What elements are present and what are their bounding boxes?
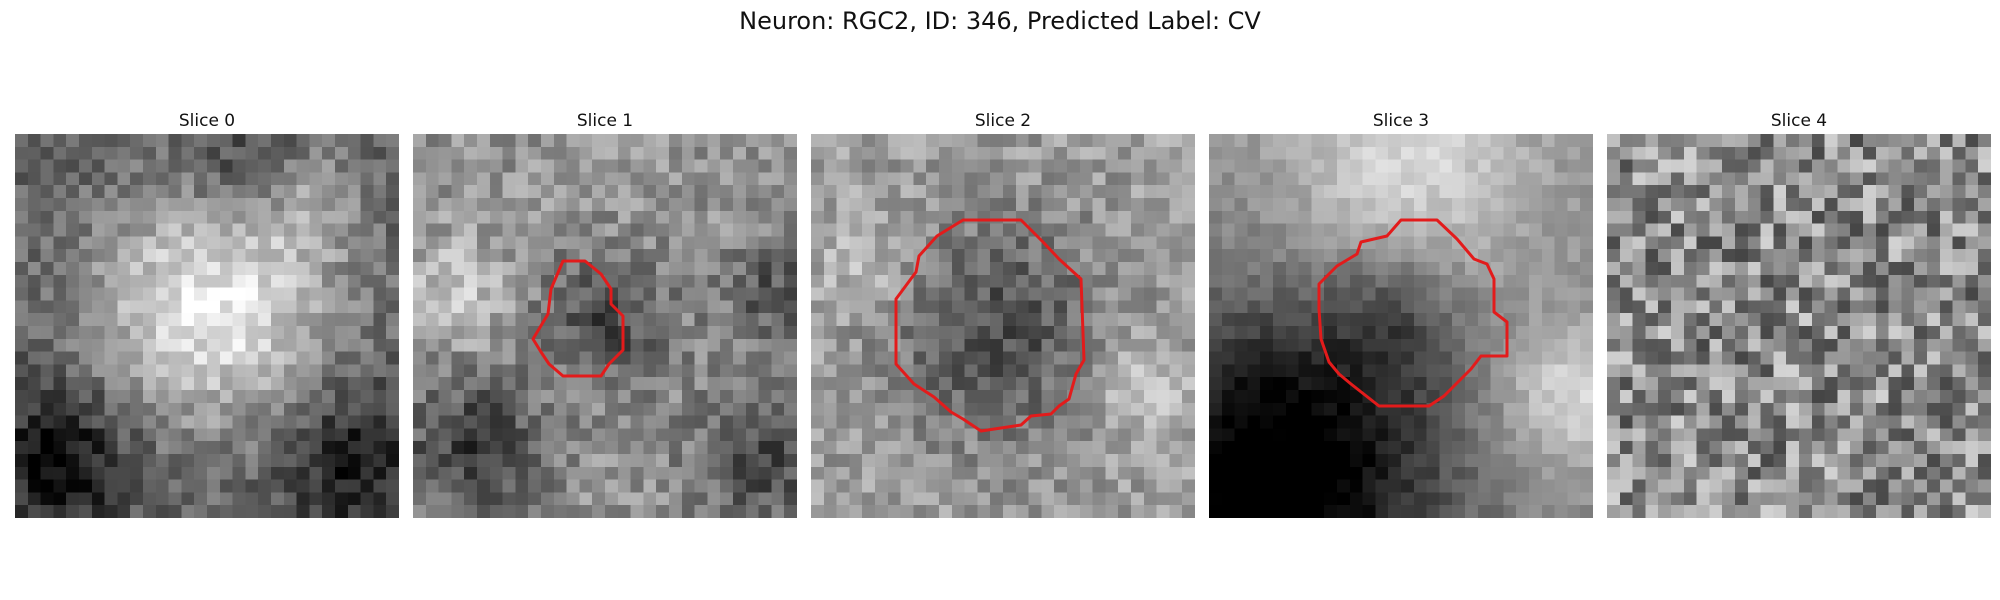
slice-title: Slice 0 (15, 108, 399, 134)
slice-overlay (1209, 134, 1593, 518)
slice-panel-2: Slice 2 (811, 108, 1195, 134)
slice-overlay (15, 134, 399, 518)
slice-panel-3: Slice 3 (1209, 108, 1593, 134)
slice-panel-0: Slice 0 (15, 108, 399, 134)
slice-title: Slice 3 (1209, 108, 1593, 134)
cell-contour (533, 261, 623, 376)
slice-title: Slice 1 (413, 108, 797, 134)
slice-overlay (413, 134, 797, 518)
slice-title: Slice 4 (1607, 108, 1991, 134)
cell-contour (1319, 220, 1507, 406)
slice-overlay (811, 134, 1195, 518)
slice-title: Slice 2 (811, 108, 1195, 134)
cell-contour (896, 220, 1084, 431)
slice-overlay (1607, 134, 1991, 518)
slice-panel-1: Slice 1 (413, 108, 797, 134)
figure-title: Neuron: RGC2, ID: 346, Predicted Label: … (0, 7, 2000, 35)
slice-panel-4: Slice 4 (1607, 108, 1991, 134)
